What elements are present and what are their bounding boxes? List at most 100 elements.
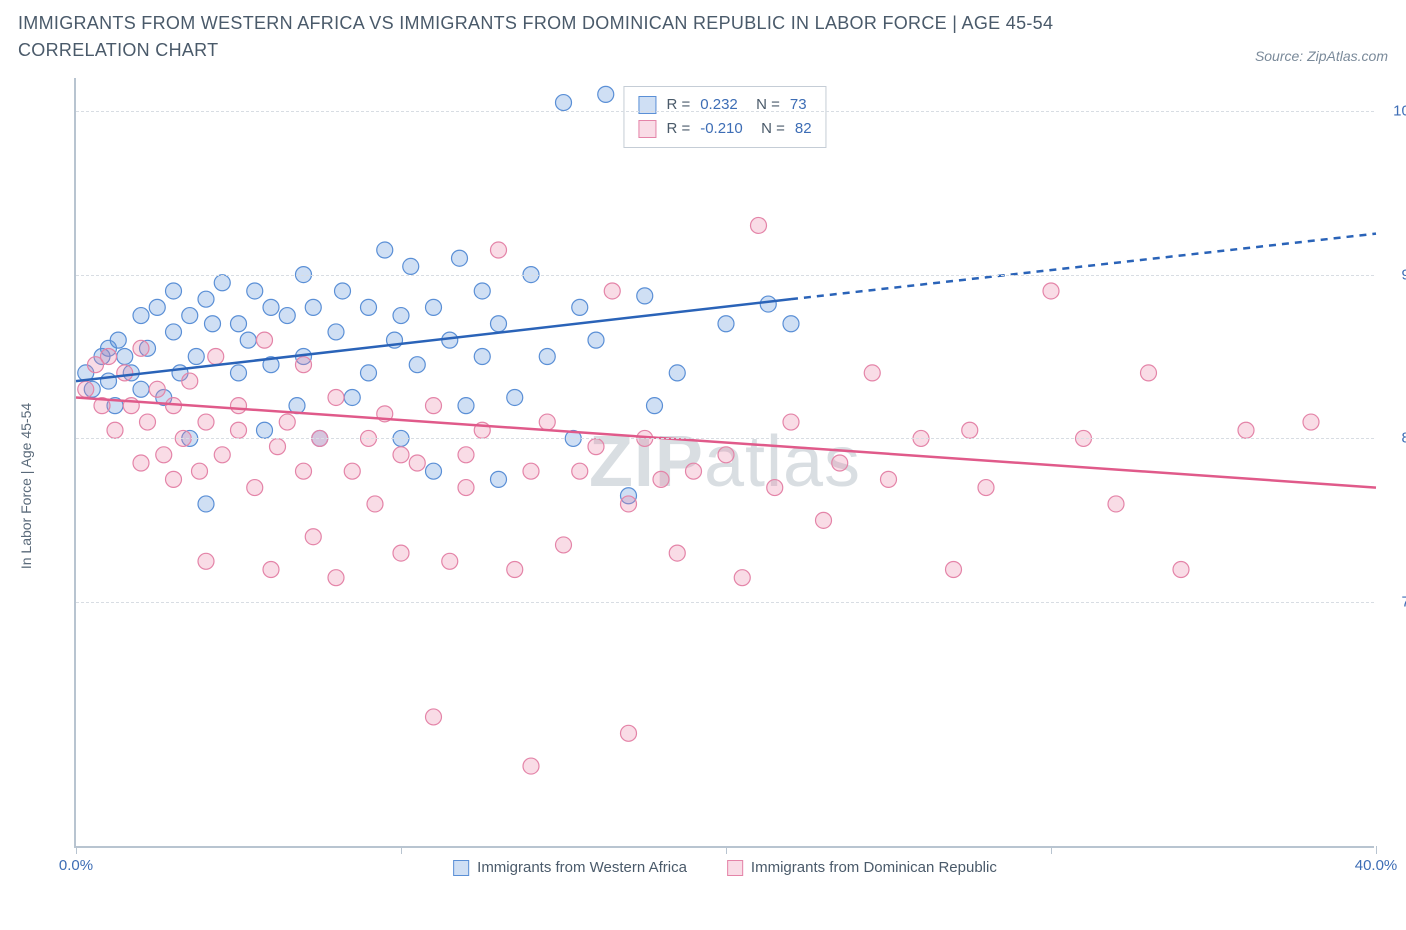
scatter-point [458, 480, 474, 496]
scatter-point [231, 422, 247, 438]
scatter-point [393, 545, 409, 561]
scatter-point [647, 398, 663, 414]
scatter-point [247, 480, 263, 496]
scatter-point [783, 414, 799, 430]
scatter-point [377, 242, 393, 258]
scatter-point [653, 471, 669, 487]
scatter-point [588, 332, 604, 348]
scatter-point [263, 561, 279, 577]
legend-row: R =0.232 N =73 [638, 93, 811, 117]
scatter-point [133, 381, 149, 397]
scatter-point [426, 709, 442, 725]
series-legend-item: Immigrants from Dominican Republic [727, 859, 997, 876]
scatter-point [198, 496, 214, 512]
series-legend-item: Immigrants from Western Africa [453, 859, 687, 876]
scatter-point [783, 316, 799, 332]
scatter-point [409, 357, 425, 373]
scatter-point [361, 365, 377, 381]
scatter-point [393, 447, 409, 463]
x-tick-label: 0.0% [59, 857, 93, 874]
scatter-point [491, 242, 507, 258]
trend-line-extrapolated [791, 234, 1376, 300]
scatter-point [718, 447, 734, 463]
scatter-point [182, 373, 198, 389]
series-legend-label: Immigrants from Western Africa [477, 859, 687, 876]
scatter-point [149, 299, 165, 315]
scatter-point [296, 357, 312, 373]
scatter-point [305, 299, 321, 315]
scatter-point [458, 447, 474, 463]
scatter-point [718, 316, 734, 332]
scatter-point [539, 414, 555, 430]
scatter-point [140, 414, 156, 430]
plot-area: ZIPatlas R =0.232 N =73R =-0.210 N =82 I… [74, 78, 1374, 848]
grid-line [76, 111, 1374, 112]
scatter-point [231, 316, 247, 332]
x-tick [1051, 846, 1052, 854]
legend-n-label: N = [748, 93, 780, 117]
scatter-point [669, 365, 685, 381]
scatter-point [864, 365, 880, 381]
scatter-point [686, 463, 702, 479]
scatter-point [1173, 561, 1189, 577]
scatter-svg [76, 78, 1374, 846]
scatter-point [166, 283, 182, 299]
legend-swatch [727, 860, 743, 876]
scatter-point [182, 308, 198, 324]
scatter-point [205, 316, 221, 332]
scatter-point [539, 349, 555, 365]
scatter-point [240, 332, 256, 348]
scatter-point [263, 299, 279, 315]
scatter-point [621, 725, 637, 741]
scatter-point [604, 283, 620, 299]
scatter-point [166, 324, 182, 340]
chart-container: In Labor Force | Age 45-54 ZIPatlas R =0… [18, 68, 1388, 888]
x-tick-label: 40.0% [1355, 857, 1398, 874]
scatter-point [962, 422, 978, 438]
y-tick-label: 90.0% [1384, 266, 1406, 283]
scatter-point [214, 275, 230, 291]
correlation-legend: R =0.232 N =73R = -0.210 N = 82 [623, 86, 826, 148]
x-tick [726, 846, 727, 854]
scatter-point [621, 496, 637, 512]
legend-r-label: R = [666, 117, 690, 141]
scatter-point [1141, 365, 1157, 381]
scatter-point [270, 439, 286, 455]
scatter-point [1238, 422, 1254, 438]
legend-r-value: -0.210 [700, 117, 743, 141]
scatter-point [117, 365, 133, 381]
scatter-point [166, 471, 182, 487]
scatter-point [426, 398, 442, 414]
scatter-point [361, 299, 377, 315]
scatter-point [409, 455, 425, 471]
scatter-point [198, 291, 214, 307]
legend-n-value: 82 [795, 117, 812, 141]
y-tick-label: 70.0% [1384, 594, 1406, 611]
scatter-point [393, 308, 409, 324]
scatter-point [78, 381, 94, 397]
legend-r-value: 0.232 [700, 93, 738, 117]
scatter-point [110, 332, 126, 348]
scatter-point [149, 381, 165, 397]
scatter-point [133, 340, 149, 356]
scatter-point [426, 463, 442, 479]
x-tick [401, 846, 402, 854]
scatter-point [760, 296, 776, 312]
x-tick [76, 846, 77, 854]
scatter-point [296, 463, 312, 479]
scatter-point [328, 324, 344, 340]
scatter-point [832, 455, 848, 471]
scatter-point [279, 414, 295, 430]
scatter-point [426, 299, 442, 315]
legend-n-label: N = [753, 117, 785, 141]
scatter-point [367, 496, 383, 512]
scatter-point [816, 512, 832, 528]
scatter-point [881, 471, 897, 487]
legend-swatch [453, 860, 469, 876]
scatter-point [1303, 414, 1319, 430]
scatter-point [669, 545, 685, 561]
grid-line [76, 602, 1374, 603]
legend-swatch [638, 120, 656, 138]
scatter-point [133, 308, 149, 324]
scatter-point [198, 414, 214, 430]
